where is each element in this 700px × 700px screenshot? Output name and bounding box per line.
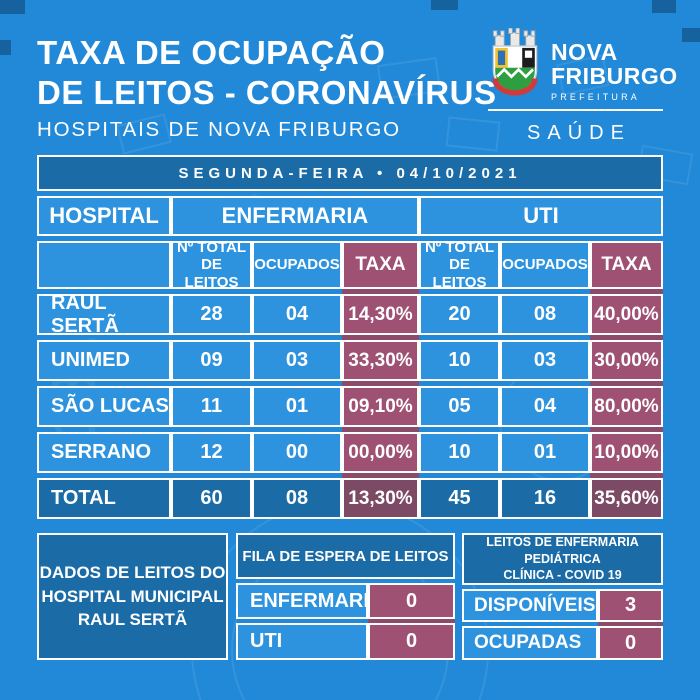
fila-row-enfermaria-label: ENFERMARIA	[236, 583, 383, 619]
subheader-uti-taxa: TAXA	[590, 241, 663, 289]
row-serrano-uti-total: 10	[419, 432, 500, 473]
row-total-uti-taxa: 35,60%	[590, 478, 663, 519]
row-total-enf-taxa: 13,30%	[342, 478, 419, 519]
logo-department: SAÚDE	[527, 122, 631, 144]
subheader-enf-taxa: TAXA	[342, 241, 419, 289]
subheader-uti-total-line1: Nº TOTAL	[424, 239, 495, 257]
row-total-enf-ocupados: 08	[252, 478, 342, 519]
logo-row: NOVA FRIBURGO PREFEITURA	[488, 28, 677, 102]
fila-row-uti-value: 0	[368, 623, 455, 660]
fila-row-enfermaria-value: 0	[368, 583, 455, 619]
subheader-uti-total-line2: DE LEITOS	[432, 256, 487, 291]
pediatrica-row-ocupadas-label: OCUPADAS	[462, 626, 598, 660]
pediatrica-row-disponiveis-label: DISPONÍVEIS	[462, 589, 598, 622]
row-raul-serta-uti-taxa: 40,00%	[590, 294, 663, 335]
row-unimed-uti-ocupados: 03	[500, 340, 590, 381]
row-raul-serta-enf-taxa: 14,30%	[342, 294, 419, 335]
row-raul-serta-name: RAUL SERTÃ	[37, 292, 171, 337]
pediatrica-title-line2: PEDIÁTRICA	[524, 551, 601, 566]
row-raul-serta-enf-ocupados: 04	[252, 294, 342, 335]
info-box-line3: RAUL SERTÃ	[77, 610, 188, 630]
prefeitura-logo: NOVA FRIBURGO PREFEITURA SAÚDE	[488, 28, 677, 145]
logo-divider	[488, 109, 663, 111]
subheader-enf-total-line1: Nº TOTAL	[176, 239, 247, 257]
logo-name-line2: FRIBURGO	[551, 63, 678, 89]
fila-title: FILA DE ESPERA DE LEITOS	[236, 533, 455, 579]
row-sao-lucas-uti-taxa: 80,00%	[590, 386, 663, 427]
occupancy-grid: SEGUNDA-FEIRA • 04/10/2021 HOSPITAL ENFE…	[37, 155, 663, 519]
subheader-enf-ocupados: OCUPADOS	[252, 241, 342, 289]
logo-tagline: PREFEITURA	[551, 92, 641, 102]
row-raul-serta-uti-ocupados: 08	[500, 294, 590, 335]
row-sao-lucas-enf-total: 11	[171, 386, 252, 427]
pediatrica-title: LEITOS DE ENFERMARIA PEDIÁTRICA CLÍNICA …	[462, 533, 663, 585]
group-header-uti: UTI	[419, 196, 663, 236]
info-box-line1: DADOS DE LEITOS DO	[39, 562, 226, 582]
row-sao-lucas-uti-ocupados: 04	[500, 386, 590, 427]
row-total-name: TOTAL	[37, 478, 171, 519]
occupancy-table: SEGUNDA-FEIRA • 04/10/2021 HOSPITAL ENFE…	[37, 155, 663, 519]
row-unimed-enf-ocupados: 03	[252, 340, 342, 381]
pediatrica-box: LEITOS DE ENFERMARIA PEDIÁTRICA CLÍNICA …	[462, 533, 663, 660]
row-sao-lucas-uti-total: 05	[419, 386, 500, 427]
info-box-line2: HOSPITAL MUNICIPAL	[41, 586, 224, 606]
row-sao-lucas-name: SÃO LUCAS	[37, 386, 171, 427]
row-unimed-uti-total: 10	[419, 340, 500, 381]
row-serrano-uti-taxa: 10,00%	[590, 432, 663, 473]
pediatrica-grid: LEITOS DE ENFERMARIA PEDIÁTRICA CLÍNICA …	[462, 533, 663, 660]
logo-name-line1: NOVA	[551, 39, 618, 65]
date-header: SEGUNDA-FEIRA • 04/10/2021	[37, 155, 663, 191]
row-serrano-name: SERRANO	[37, 432, 171, 473]
row-raul-serta-enf-total: 28	[171, 294, 252, 335]
row-total-uti-total: 45	[419, 478, 500, 519]
row-serrano-uti-ocupados: 01	[500, 432, 590, 473]
page-subtitle: HOSPITAIS DE NOVA FRIBURGO	[37, 118, 401, 141]
row-unimed-enf-total: 09	[171, 340, 252, 381]
subheader-enf-total: Nº TOTAL DE LEITOS	[171, 239, 252, 291]
pediatrica-title-line3: CLÍNICA - COVID 19	[503, 568, 622, 583]
row-serrano-enf-ocupados: 00	[252, 432, 342, 473]
page-title-line2: DE LEITOS - CORONAVÍRUS	[37, 74, 497, 111]
row-total-enf-total: 60	[171, 478, 252, 519]
row-unimed-uti-taxa: 30,00%	[590, 340, 663, 381]
row-unimed-name: UNIMED	[37, 340, 171, 381]
row-raul-serta-uti-total: 20	[419, 294, 500, 335]
fila-grid: FILA DE ESPERA DE LEITOS ENFERMARIA 0 UT…	[236, 533, 455, 660]
header-titles: TAXA DE OCUPAÇÃO DE LEITOS - CORONAVÍRUS…	[37, 33, 496, 142]
row-unimed-enf-taxa: 33,30%	[342, 340, 419, 381]
pediatrica-title-line1: LEITOS DE ENFERMARIA	[486, 534, 639, 549]
row-serrano-enf-total: 12	[171, 432, 252, 473]
row-serrano-enf-taxa: 00,00%	[342, 432, 419, 473]
logo-text: NOVA FRIBURGO PREFEITURA	[551, 40, 678, 102]
row-sao-lucas-enf-ocupados: 01	[252, 386, 342, 427]
pediatrica-row-ocupadas-value: 0	[598, 626, 663, 660]
page-title-line1: TAXA DE OCUPAÇÃO	[37, 34, 386, 71]
column-header-hospital: HOSPITAL	[37, 196, 171, 236]
subheader-uti-ocupados: OCUPADOS	[500, 241, 590, 289]
subheader-enf-total-line2: DE LEITOS	[184, 256, 239, 291]
row-sao-lucas-enf-taxa: 09,10%	[342, 386, 419, 427]
row-total-uti-ocupados: 16	[500, 478, 590, 519]
group-header-enfermaria: ENFERMARIA	[171, 196, 419, 236]
subheader-uti-total: Nº TOTAL DE LEITOS	[419, 239, 500, 291]
fila-espera-box: FILA DE ESPERA DE LEITOS ENFERMARIA 0 UT…	[236, 533, 455, 660]
pediatrica-row-disponiveis-value: 3	[598, 589, 663, 622]
raul-serta-info-box: DADOS DE LEITOS DO HOSPITAL MUNICIPAL RA…	[37, 533, 228, 660]
fila-row-uti-label: UTI	[236, 623, 368, 660]
subheader-spacer-cell	[37, 241, 171, 289]
nova-friburgo-crest-icon	[492, 28, 538, 96]
